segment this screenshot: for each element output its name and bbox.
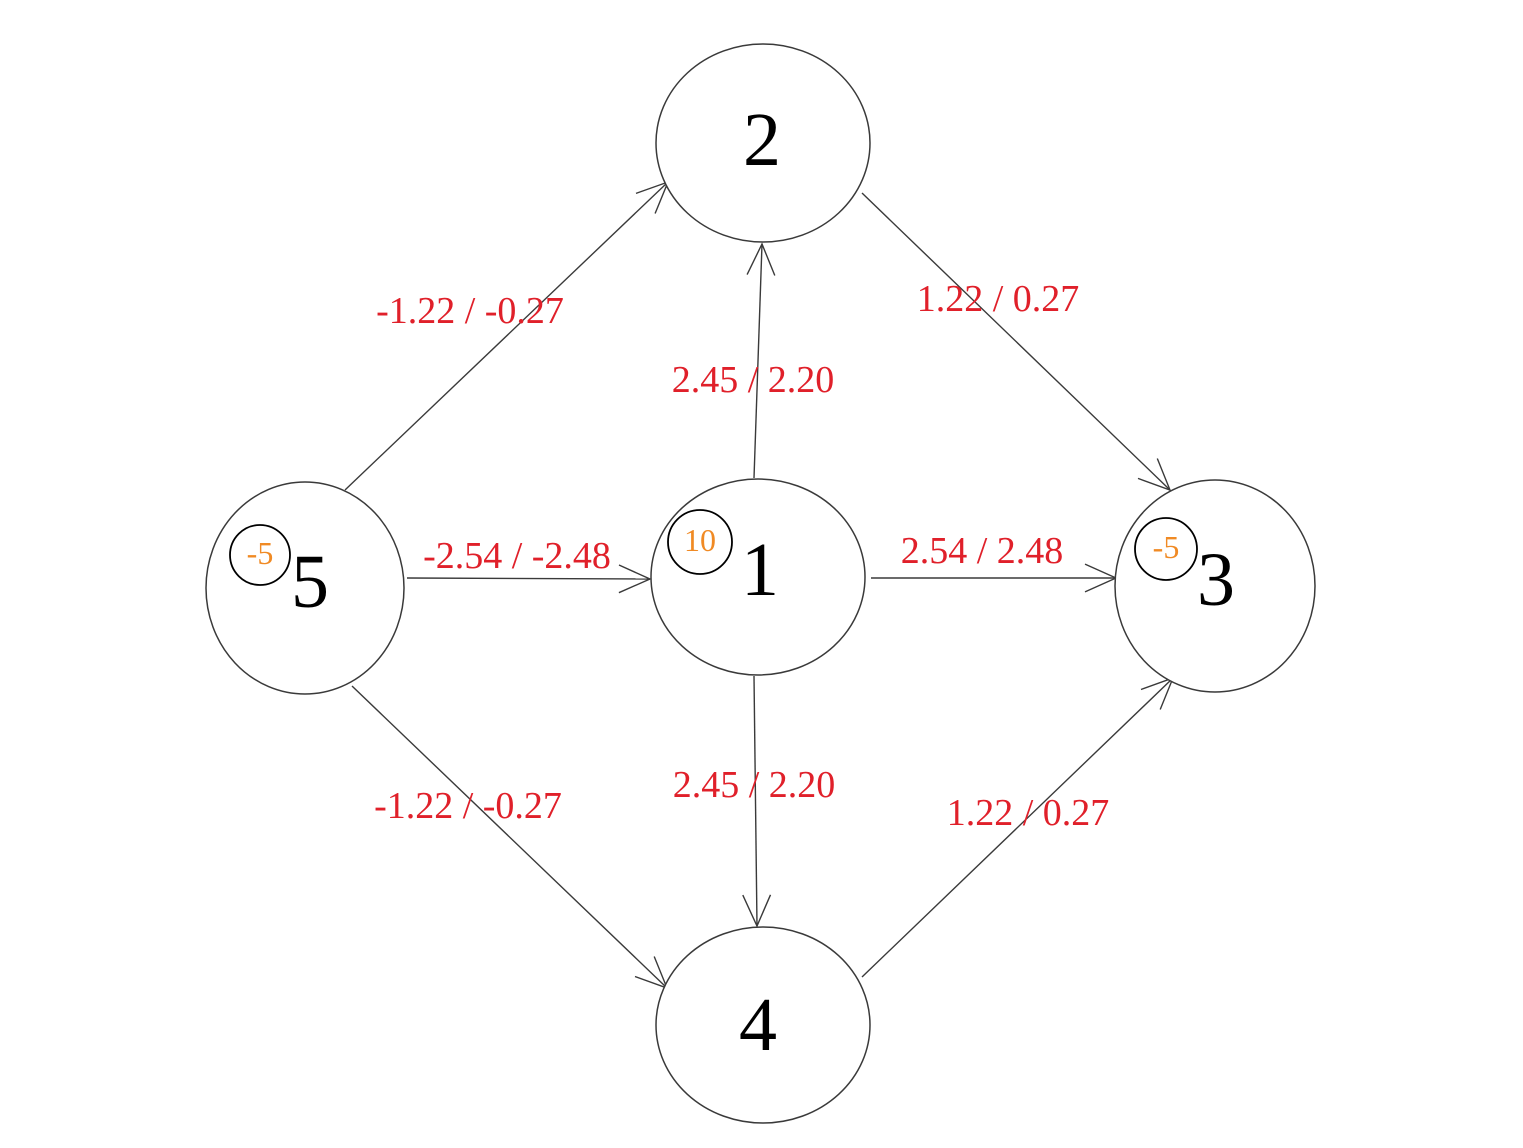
node-5: 5 -5 <box>205 481 405 695</box>
arrowhead-icon <box>1137 458 1172 492</box>
supply-badge <box>1134 517 1198 581</box>
node-circle <box>650 478 866 676</box>
node-label: 1 <box>741 528 779 612</box>
supply-value: -5 <box>1153 529 1180 565</box>
node-2: 2 <box>655 43 871 243</box>
edge-line <box>861 192 1171 491</box>
node-label: 2 <box>743 98 781 182</box>
edge-label-1-to-3: 2.54 / 2.48 <box>901 530 1064 572</box>
node-1: 1 10 <box>650 478 866 676</box>
edge-label-2-to-3: 1.22 / 0.27 <box>917 278 1080 320</box>
edge-label-1-to-2: 2.45 / 2.20 <box>672 359 835 401</box>
node-label: 4 <box>739 983 777 1067</box>
arrowhead-icon <box>746 242 776 276</box>
supply-value: 10 <box>684 522 716 558</box>
edge-5-to-1 <box>406 564 652 594</box>
edge-label-5-to-4: -1.22 / -0.27 <box>374 785 562 827</box>
node-3: 3 -5 <box>1114 479 1316 693</box>
node-circle <box>655 926 871 1124</box>
edge-5-to-4 <box>351 685 669 990</box>
node-4: 4 <box>655 926 871 1124</box>
edge-line <box>861 677 1174 978</box>
edge-5-to-2 <box>344 180 670 491</box>
edge-label-5-to-1: -2.54 / -2.48 <box>423 535 611 577</box>
edge-line <box>753 675 758 927</box>
node-circle <box>205 481 405 695</box>
node-label: 5 <box>291 540 329 624</box>
node-circle <box>1114 479 1316 693</box>
nodes-layer: 1 10 2 3 -5 4 5 -5 <box>205 43 1316 1124</box>
edge-2-to-3 <box>861 192 1172 492</box>
edge-line <box>351 685 668 989</box>
node-label: 3 <box>1197 538 1235 622</box>
edge-line <box>406 577 651 580</box>
edge-label-4-to-3: 1.22 / 0.27 <box>947 792 1110 834</box>
arrowhead-icon <box>618 564 652 594</box>
supply-badge <box>229 524 291 586</box>
arrowhead-icon <box>742 894 772 928</box>
edge-1-to-2 <box>746 242 776 479</box>
node-circle <box>655 43 871 243</box>
edge-labels-layer: -1.22 / -0.27 1.22 / 0.27 2.45 / 2.20 -2.54… <box>374 278 1109 834</box>
edge-label-1-to-4: 2.45 / 2.20 <box>673 764 836 806</box>
edge-1-to-4 <box>742 675 772 928</box>
edge-line <box>344 181 669 491</box>
edge-label-5-to-2: -1.22 / -0.27 <box>376 290 564 332</box>
supply-badge <box>667 509 733 575</box>
edge-line <box>753 243 763 479</box>
supply-value: -5 <box>247 535 274 571</box>
